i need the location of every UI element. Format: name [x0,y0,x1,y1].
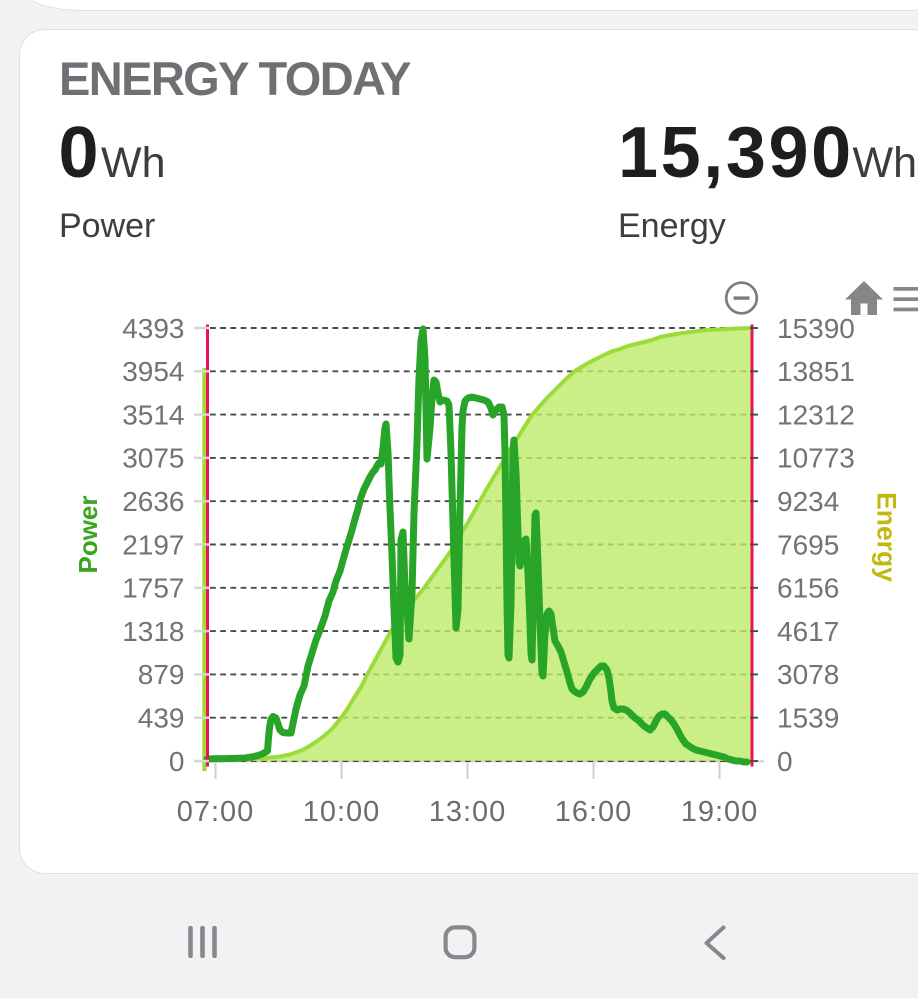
svg-text:6156: 6156 [777,573,839,604]
svg-text:10:00: 10:00 [303,796,381,828]
svg-text:12312: 12312 [777,399,855,430]
svg-text:Power: Power [59,207,155,245]
svg-text:Energy: Energy [872,492,902,582]
svg-text:879: 879 [138,659,185,690]
svg-text:ENERGY TODAY: ENERGY TODAY [59,52,411,105]
svg-text:19:00: 19:00 [681,796,759,828]
svg-text:3954: 3954 [122,356,184,387]
svg-text:0: 0 [777,746,793,777]
svg-text:15,390: 15,390 [618,113,854,193]
svg-text:1539: 1539 [777,703,839,734]
svg-text:3078: 3078 [777,659,839,690]
svg-text:16:00: 16:00 [555,796,633,828]
svg-text:9234: 9234 [777,486,839,517]
svg-text:07:00: 07:00 [177,796,255,828]
svg-text:15390: 15390 [777,313,855,344]
svg-text:Wh: Wh [853,139,918,187]
svg-text:7695: 7695 [777,529,839,560]
svg-text:10773: 10773 [777,443,855,474]
svg-text:4617: 4617 [777,616,839,647]
svg-text:Wh: Wh [101,139,166,187]
svg-text:Energy: Energy [618,207,726,245]
svg-text:2197: 2197 [122,529,184,560]
svg-text:3075: 3075 [122,443,184,474]
svg-text:2636: 2636 [122,486,184,517]
svg-text:Power: Power [73,495,103,573]
svg-text:439: 439 [138,703,185,734]
svg-text:1757: 1757 [122,573,184,604]
svg-text:0: 0 [169,746,185,777]
svg-text:4393: 4393 [122,313,184,344]
svg-text:13:00: 13:00 [429,796,507,828]
svg-text:1318: 1318 [122,616,184,647]
svg-text:13851: 13851 [777,356,855,387]
svg-text:0: 0 [59,113,99,193]
svg-text:3514: 3514 [122,399,184,430]
